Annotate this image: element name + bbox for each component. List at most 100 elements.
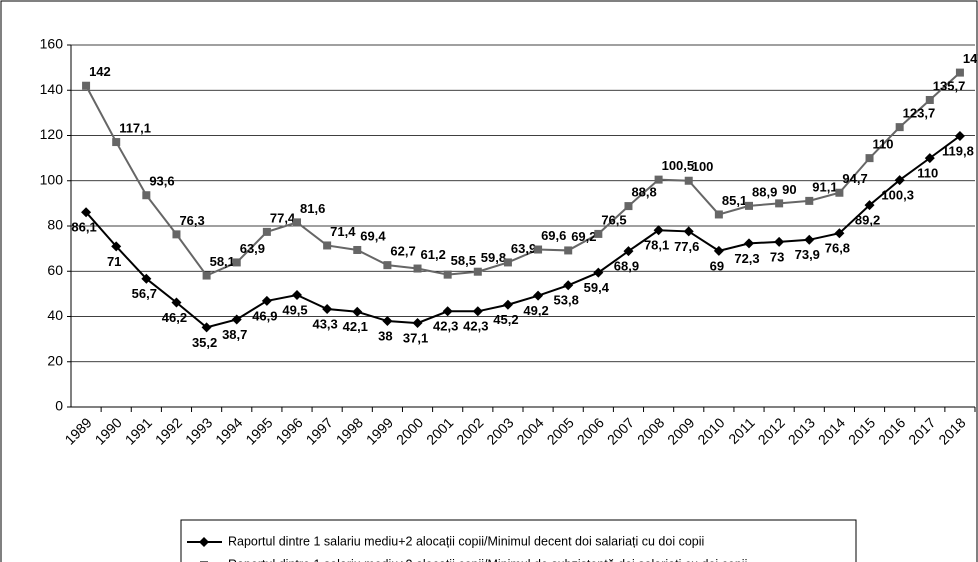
data-point [111,241,122,252]
data-point [775,199,784,208]
data-point [864,200,875,211]
series-line [85,135,961,329]
data-point [684,176,693,185]
x-tick-label: 1991 [122,414,155,447]
data-label: 35,2 [192,335,217,350]
data-point [683,226,694,237]
data-label: 69,2 [571,229,596,244]
data-label: 42,3 [433,319,458,334]
x-tick-label: 2009 [664,414,697,447]
data-label: 49,2 [523,303,548,318]
data-point [353,245,362,254]
series-line [85,71,961,277]
data-point [895,123,904,132]
data-point [352,306,363,317]
data-label: 56,7 [132,286,157,301]
x-tick-label: 1996 [272,414,305,447]
data-point [412,318,423,329]
data-label: 42,3 [463,319,488,334]
data-point [835,188,844,197]
y-tick-label: 160 [40,36,64,52]
data-point [774,236,785,247]
data-label: 88,9 [752,184,777,199]
x-tick-label: 2008 [634,414,667,447]
data-label: 73 [770,249,784,264]
data-point [594,229,603,238]
data-point [443,270,452,279]
data-point [955,68,964,77]
data-label: 88,8 [631,185,656,200]
data-point [202,271,211,280]
data-label: 110 [873,137,894,152]
x-tick-label: 2003 [483,414,516,447]
data-label: 58,1 [210,254,235,269]
data-point [171,297,182,308]
x-tick-label: 2001 [423,414,456,447]
x-tick-label: 1995 [242,414,275,447]
data-label: 46,2 [162,310,187,325]
data-label: 59,8 [481,250,506,265]
data-label: 85,1 [722,193,747,208]
y-tick-label: 100 [40,171,64,187]
data-point [82,81,91,90]
data-point [201,322,212,333]
data-label: 62,7 [390,244,415,259]
data-point [714,210,723,219]
data-point [834,228,845,239]
data-label: 100,3 [881,188,914,203]
data-point [112,138,121,147]
data-point [805,196,814,205]
data-point [804,234,815,245]
data-label: 53,8 [554,293,579,308]
legend-label: Raportul dintre 1 salariu mediu+2 alocaț… [228,557,747,562]
data-point [744,238,754,249]
data-label: 43,3 [312,316,337,331]
data-point [231,314,242,325]
legend-box [180,519,857,562]
data-point [503,258,512,267]
data-point [924,153,935,164]
data-label: 93,6 [149,174,174,189]
y-tick-label: 40 [47,307,63,323]
data-label: 119,8 [942,143,974,158]
y-tick-label: 80 [47,217,63,233]
x-tick-label: 2017 [905,414,938,447]
data-point [293,218,301,227]
data-label: 38 [378,328,392,343]
x-tick-label: 2018 [935,414,968,447]
data-point [382,316,393,327]
data-label: 49,5 [282,302,307,317]
data-point [865,154,874,163]
y-tick-label: 140 [40,81,64,97]
data-label: 58,5 [451,253,476,268]
data-label: 63,9 [240,241,265,256]
data-point [413,264,422,273]
data-point [593,267,604,278]
data-point [232,258,241,267]
x-tick-label: 2012 [755,414,788,447]
x-tick-label: 2006 [574,414,607,447]
x-tick-label: 2016 [875,414,908,447]
x-tick-label: 2005 [544,414,577,447]
data-label: 73,9 [795,247,820,262]
x-tick-label: 1994 [212,414,245,447]
y-tick-label: 0 [55,398,63,414]
data-label: 142 [89,64,111,79]
data-label: 94,7 [842,171,867,186]
data-label: 46,9 [252,308,277,323]
data-point [142,191,151,200]
data-label: 71 [107,254,121,269]
data-label: 61,2 [421,247,446,262]
x-tick-label: 1989 [61,414,94,447]
data-point [745,201,753,210]
data-label: 59,4 [584,280,610,295]
data-label: 91,1 [812,179,837,194]
data-label: 100 [692,159,714,174]
data-label: 135,7 [933,78,966,93]
data-label: 42,1 [343,319,368,334]
data-label: 81,6 [300,201,325,216]
data-label: 68,9 [614,259,639,274]
data-label: 77,4 [270,210,296,225]
data-point [894,175,905,186]
data-point [261,295,272,306]
